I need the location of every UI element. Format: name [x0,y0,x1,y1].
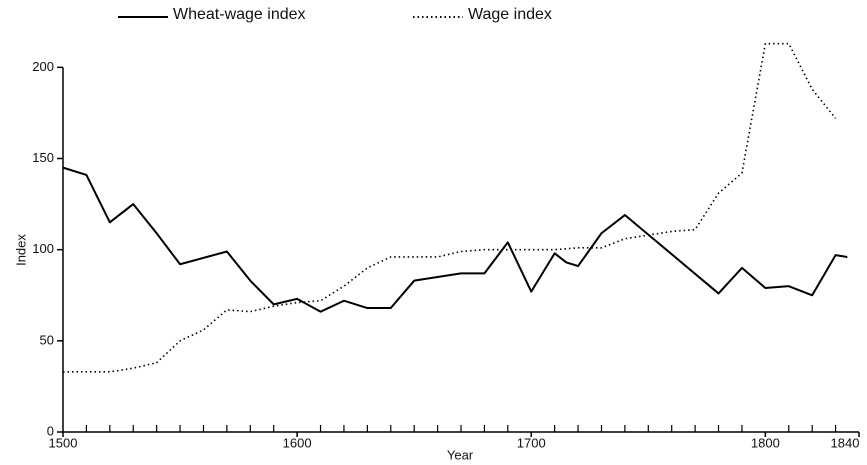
x-tick-label: 1700 [517,435,546,450]
series-line [63,42,837,373]
y-axis-label: Index [13,234,28,266]
x-tick-label: 1600 [283,435,312,450]
y-tick-label: 0 [47,423,54,438]
legend-label: Wage index [468,6,552,23]
x-tick-label: 1500 [49,435,78,450]
y-tick-label: 150 [32,150,54,165]
y-tick-label: 200 [32,59,54,74]
legend-label: Wheat-wage index [173,6,306,23]
x-axis-label: Year [447,447,474,462]
y-tick-label: 50 [40,332,54,347]
series-line [62,166,848,313]
x-tick-label: 1840 [831,435,860,450]
x-tick-label: 1800 [751,435,780,450]
y-tick-label: 100 [32,241,54,256]
